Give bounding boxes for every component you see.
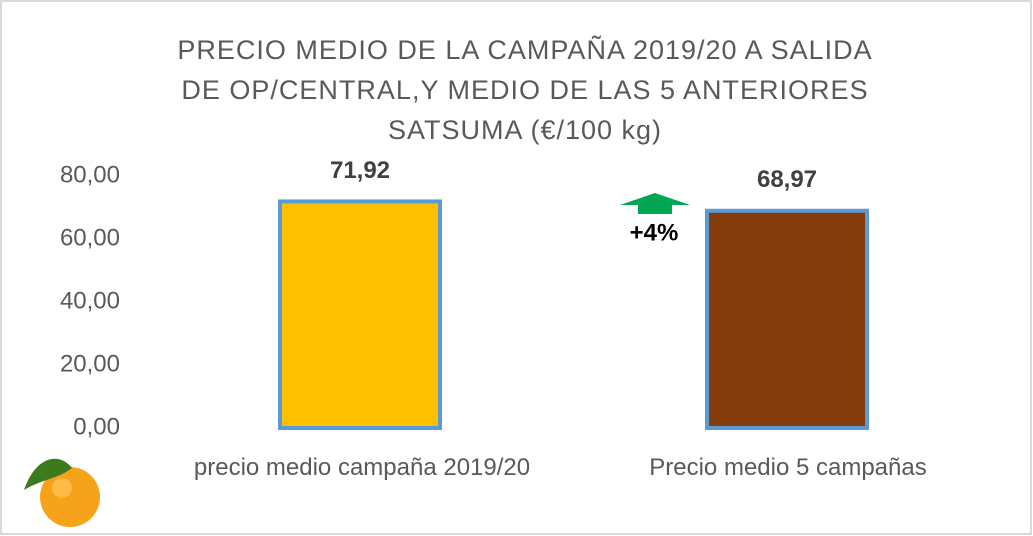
- value-label: 71,92: [330, 157, 390, 184]
- annotation: +4%: [630, 219, 679, 246]
- bar: [280, 201, 440, 428]
- y-tick-label: 0,00: [73, 413, 120, 440]
- y-tick-label: 60,00: [60, 224, 120, 251]
- x-tick-label: Precio medio 5 campañas: [608, 452, 968, 484]
- y-tick-label: 20,00: [60, 350, 120, 377]
- increase-arrow: [620, 193, 690, 214]
- chart-title: PRECIO MEDIO DE LA CAMPAÑA 2019/20 A SAL…: [165, 30, 885, 150]
- orange-icon: [24, 459, 100, 527]
- value-label: 68,97: [757, 166, 817, 193]
- page: +4% 0,00 20,00 40,00 60,00 80,00 71,92 68,97 P…: [0, 0, 1033, 536]
- y-tick-label: 80,00: [60, 161, 120, 188]
- x-tick-label: precio medio campaña 2019/20: [182, 452, 542, 484]
- bar: [707, 211, 867, 428]
- y-tick-label: 40,00: [60, 287, 120, 314]
